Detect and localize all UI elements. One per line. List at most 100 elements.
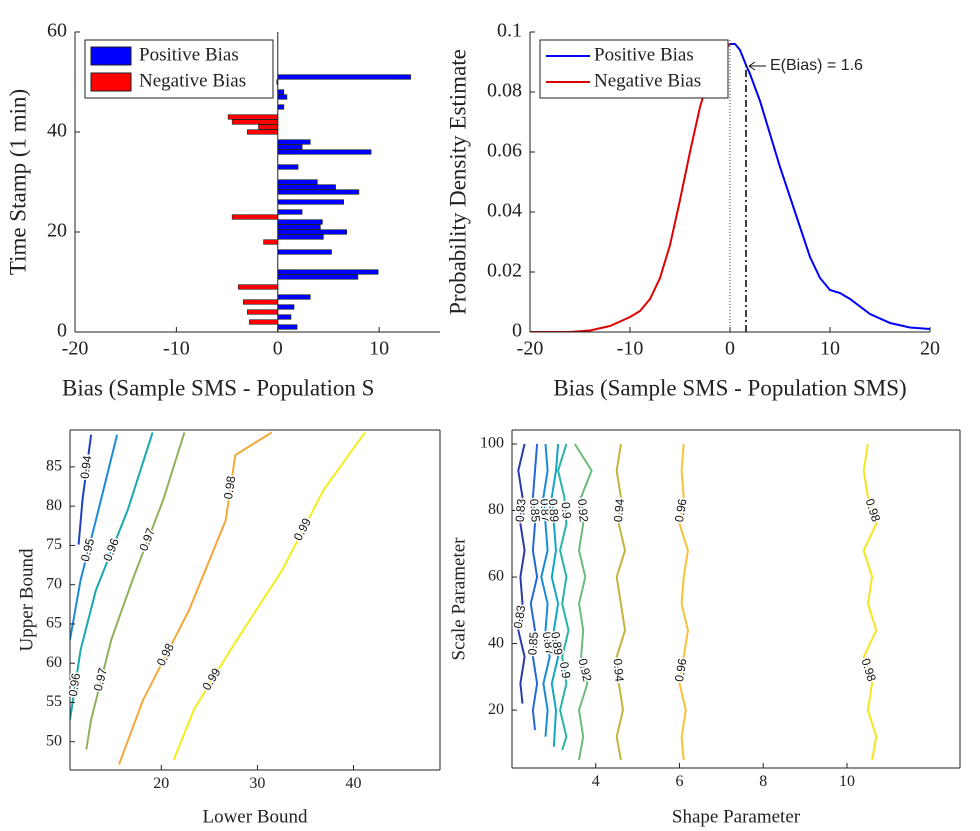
x-tick-label: -20 <box>517 338 544 360</box>
contour-line <box>172 431 366 761</box>
contour-line <box>70 434 119 640</box>
bar <box>243 299 279 305</box>
contour-label: 0.96 <box>672 657 689 683</box>
legend-label: Negative Bias <box>139 70 246 91</box>
y-tick-label: 60 <box>488 568 504 585</box>
x-tick-label: 20 <box>153 775 169 792</box>
y-tick-label: 65 <box>46 615 62 632</box>
contour-label: 0.97 <box>136 526 158 553</box>
x-axis-label: Bias (Sample SMS - Population S <box>62 375 374 400</box>
y-tick-label: 80 <box>488 501 504 518</box>
line <box>730 43 930 330</box>
x-tick-label: 10 <box>839 773 855 790</box>
x-tick-label: -10 <box>617 338 644 360</box>
contour-line <box>573 443 593 761</box>
contour-label: 0.94 <box>77 454 94 479</box>
y-tick-label: 20 <box>488 701 504 718</box>
contour-label: 0.85 <box>527 498 543 523</box>
y-tick-label: 70 <box>46 575 62 592</box>
x-tick-label: 4 <box>592 773 600 790</box>
y-axis-label: Scale Parameter <box>448 537 469 661</box>
contour-label: 0.98 <box>863 497 883 524</box>
contour-line <box>557 443 570 751</box>
y-tick-label: 100 <box>480 435 504 452</box>
bar <box>277 104 285 110</box>
y-tick-label: 40 <box>488 634 504 651</box>
x-tick-label: 0 <box>725 338 735 360</box>
contour-label: 0.94 <box>611 498 627 523</box>
y-tick-label: 0.02 <box>487 260 522 282</box>
y-tick-label: 55 <box>46 693 62 710</box>
legend-label: Positive Bias <box>139 44 239 65</box>
bar <box>231 119 279 125</box>
contour-label: 0.87 <box>540 631 557 657</box>
y-tick-label: 0.08 <box>487 80 522 102</box>
contour-line <box>70 432 154 720</box>
contour-label: 0.99 <box>199 665 223 693</box>
contour-label: 0.99 <box>291 515 314 542</box>
bar <box>277 274 359 280</box>
contour-label: 0.89 <box>548 631 565 657</box>
x-axis-label: Bias (Sample SMS - Population SMS) <box>553 375 906 400</box>
annotation-arrowhead <box>748 61 756 71</box>
bar <box>277 314 292 320</box>
bar <box>277 164 299 170</box>
plot-area <box>517 443 878 761</box>
annotation: E(Bias) = 1.6 <box>770 57 863 74</box>
bar <box>277 144 303 150</box>
contour-label: 0.96 <box>66 672 83 698</box>
bar <box>277 89 285 95</box>
y-tick-label: 40 <box>47 120 67 142</box>
contour-line <box>529 443 539 731</box>
x-axis-label: Shape Parameter <box>672 806 801 827</box>
bar <box>263 239 279 245</box>
contour-label: 0.92 <box>575 498 591 523</box>
y-tick-label: 60 <box>46 654 62 671</box>
contour-label: 0.9 <box>559 502 574 520</box>
bar <box>277 234 324 240</box>
y-tick-label: 75 <box>46 536 62 553</box>
bar <box>277 94 288 100</box>
y-axis-label: Time Stamp (1 min) <box>5 89 30 275</box>
contour-label: 0.9 <box>557 661 573 680</box>
contour-label: 0.89 <box>546 498 562 523</box>
contour-label: 0.92 <box>576 657 595 683</box>
y-axis-label: Upper Bound <box>16 548 37 651</box>
y-tick-label: 50 <box>46 732 62 749</box>
x-tick-label: 6 <box>675 773 683 790</box>
contour-label: 0.87 <box>537 498 553 523</box>
legend-swatch <box>90 46 132 66</box>
bar <box>277 219 323 225</box>
y-axis-label: Probability Density Estimate <box>445 49 470 315</box>
contour-label: 0.95 <box>78 537 97 563</box>
contour-label: 0.83 <box>511 604 528 630</box>
bar <box>277 149 372 155</box>
bar <box>277 229 348 235</box>
contour-label: 0.85 <box>525 631 541 656</box>
bar <box>277 139 311 145</box>
y-tick-label: 0.1 <box>497 20 522 42</box>
x-tick-label: 10 <box>820 338 840 360</box>
bar <box>247 309 279 315</box>
y-tick-label: 0 <box>57 320 67 342</box>
x-tick-label: 40 <box>346 775 362 792</box>
bar <box>277 249 332 255</box>
legend-swatch <box>90 72 132 92</box>
x-tick-label: 0 <box>273 338 283 360</box>
y-tick-label: 20 <box>47 220 67 242</box>
contour-line <box>517 443 526 704</box>
bar <box>231 214 279 220</box>
bar <box>277 294 311 300</box>
x-tick-label: 8 <box>759 773 767 790</box>
contour-line <box>550 443 560 747</box>
y-tick-label: 0.04 <box>487 200 522 222</box>
contour-label: 0.94 <box>611 658 627 683</box>
plot-area <box>70 431 366 765</box>
contour-label: 0.96 <box>672 497 689 523</box>
bar <box>249 319 279 325</box>
x-tick-label: 30 <box>249 775 265 792</box>
y-tick-label: 0.06 <box>487 140 522 162</box>
bar <box>258 124 279 130</box>
bar <box>277 224 321 230</box>
